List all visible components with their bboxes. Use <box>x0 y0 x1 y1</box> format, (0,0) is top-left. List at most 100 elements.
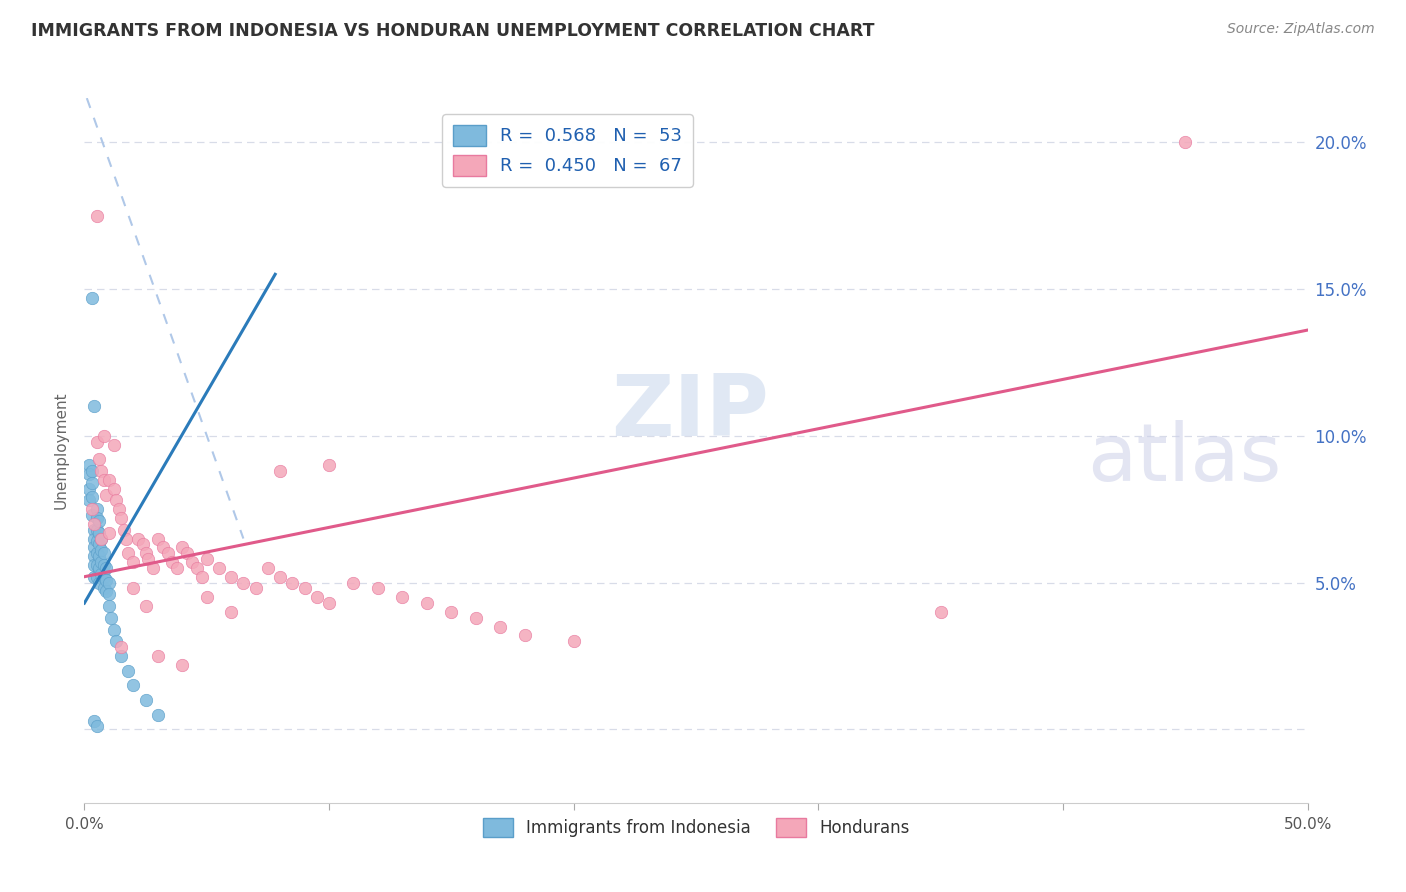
Point <box>80 464 103 478</box>
Point <box>257 561 280 575</box>
Point <box>90 532 112 546</box>
Point <box>132 537 155 551</box>
Point <box>87 525 110 540</box>
Point <box>86 558 108 572</box>
Point <box>80 491 103 505</box>
Point <box>513 628 536 642</box>
Point <box>342 575 364 590</box>
Point <box>281 575 304 590</box>
Text: ZIP: ZIP <box>612 371 769 454</box>
Point <box>136 552 159 566</box>
Point <box>110 640 132 655</box>
Point <box>115 532 138 546</box>
Point <box>87 575 110 590</box>
Point <box>93 570 115 584</box>
Point <box>97 525 120 540</box>
Point <box>93 582 115 596</box>
Point <box>86 546 108 560</box>
Point <box>142 561 165 575</box>
Point <box>269 464 291 478</box>
Point <box>87 452 110 467</box>
Point <box>83 516 105 531</box>
Text: IMMIGRANTS FROM INDONESIA VS HONDURAN UNEMPLOYMENT CORRELATION CHART: IMMIGRANTS FROM INDONESIA VS HONDURAN UN… <box>31 22 875 40</box>
Point <box>83 570 105 584</box>
Point <box>391 591 413 605</box>
Point <box>87 514 110 528</box>
Point <box>77 467 100 481</box>
Point <box>86 502 108 516</box>
Point <box>96 561 118 575</box>
Point <box>93 546 115 560</box>
Point <box>245 582 267 596</box>
Point <box>77 482 100 496</box>
Point <box>87 549 110 564</box>
Point <box>181 555 204 569</box>
Point <box>83 400 105 414</box>
Point <box>318 596 340 610</box>
Point <box>105 634 128 648</box>
Point <box>80 508 103 522</box>
Point <box>86 511 108 525</box>
Point <box>440 605 463 619</box>
Point <box>219 605 242 619</box>
Point <box>90 555 112 569</box>
Point <box>176 546 198 560</box>
Point <box>122 555 145 569</box>
Point <box>93 558 115 572</box>
Point <box>87 537 110 551</box>
Point <box>416 596 439 610</box>
Point <box>96 487 118 501</box>
Point <box>83 558 105 572</box>
Point <box>367 582 389 596</box>
Point <box>80 502 103 516</box>
Point <box>166 561 188 575</box>
Point <box>135 693 157 707</box>
Point <box>80 291 103 305</box>
Point <box>464 611 486 625</box>
Point <box>97 599 120 613</box>
Point <box>90 543 112 558</box>
Point <box>97 473 120 487</box>
Point <box>110 511 132 525</box>
Point <box>110 648 132 663</box>
Point <box>162 555 184 569</box>
Point <box>135 599 157 613</box>
Point <box>93 473 115 487</box>
Point <box>86 570 108 584</box>
Text: atlas: atlas <box>1087 420 1282 499</box>
Point <box>232 575 254 590</box>
Point <box>489 619 512 633</box>
Point <box>87 561 110 575</box>
Point <box>83 714 105 728</box>
Point <box>83 532 105 546</box>
Point <box>562 634 585 648</box>
Point <box>208 561 231 575</box>
Point <box>195 591 218 605</box>
Point <box>105 493 128 508</box>
Point <box>90 464 112 478</box>
Point <box>103 482 125 496</box>
Y-axis label: Unemployment: Unemployment <box>53 392 69 509</box>
Point <box>186 561 208 575</box>
Point <box>103 623 125 637</box>
Point <box>86 534 108 549</box>
Point <box>929 605 952 619</box>
Point <box>117 546 139 560</box>
Point <box>107 502 129 516</box>
Point <box>83 541 105 555</box>
Point <box>97 587 120 601</box>
Legend: Immigrants from Indonesia, Hondurans: Immigrants from Indonesia, Hondurans <box>472 808 920 847</box>
Point <box>86 523 108 537</box>
Point <box>86 719 108 733</box>
Point <box>83 523 105 537</box>
Point <box>122 678 145 692</box>
Point <box>90 566 112 581</box>
Point <box>152 541 174 555</box>
Point <box>97 575 120 590</box>
Point <box>156 546 179 560</box>
Point <box>80 475 103 490</box>
Point <box>83 549 105 564</box>
Point <box>122 582 145 596</box>
Point <box>86 209 108 223</box>
Point <box>294 582 316 596</box>
